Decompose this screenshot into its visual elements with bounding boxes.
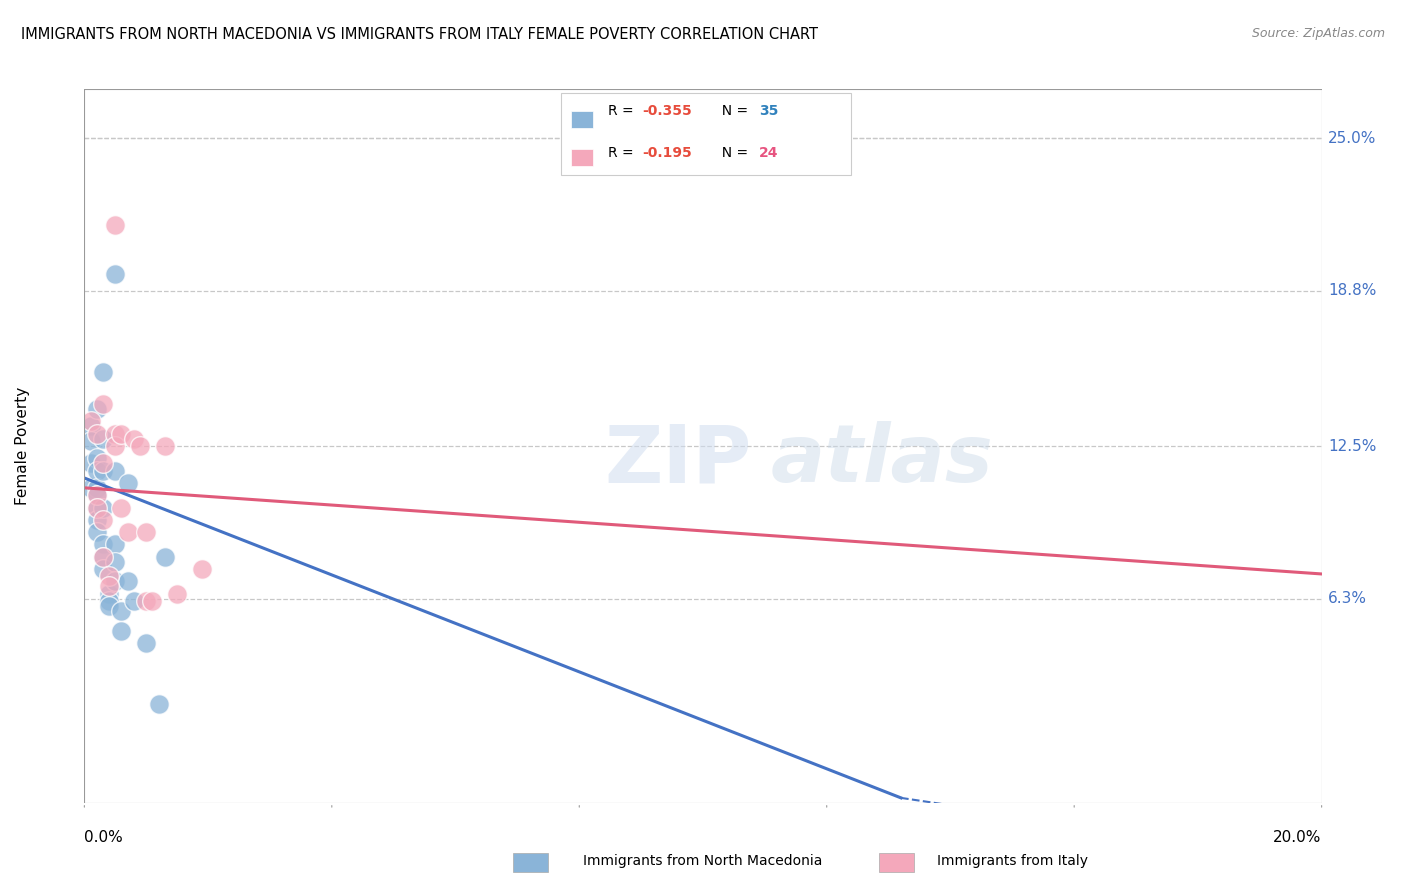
Text: 18.8%: 18.8% [1327, 284, 1376, 299]
Point [110, 426, 132, 441]
Text: N =: N = [713, 103, 752, 118]
Point [117, 525, 139, 540]
Point [86, 426, 108, 441]
Point [153, 549, 176, 564]
Point [98, 579, 121, 593]
Text: N =: N = [713, 146, 752, 161]
Point [91, 500, 114, 515]
Text: 20.0%: 20.0% [1274, 830, 1322, 845]
Point [191, 562, 214, 576]
Point [110, 604, 132, 618]
Point [86, 402, 108, 417]
Text: Immigrants from North Macedonia: Immigrants from North Macedonia [583, 854, 823, 868]
Point [91, 537, 114, 551]
Point [79, 456, 101, 470]
Point [110, 500, 132, 515]
Point [104, 218, 127, 232]
Point [110, 624, 132, 638]
Point [122, 432, 145, 446]
Point [91, 549, 114, 564]
Text: 25.0%: 25.0% [1327, 131, 1376, 146]
Point [86, 451, 108, 466]
Point [104, 574, 127, 589]
Point [79, 481, 101, 495]
Text: 24: 24 [759, 146, 778, 161]
Text: Immigrants from Italy: Immigrants from Italy [936, 854, 1088, 868]
Text: Source: ZipAtlas.com: Source: ZipAtlas.com [1251, 27, 1385, 40]
Point [91, 397, 114, 411]
Point [91, 464, 114, 478]
Text: -0.195: -0.195 [643, 146, 692, 161]
Point [79, 434, 101, 448]
Point [98, 599, 121, 613]
Point [104, 537, 127, 551]
Text: 12.5%: 12.5% [1327, 439, 1376, 453]
Point [135, 525, 157, 540]
Text: ZIP: ZIP [605, 421, 751, 500]
Point [104, 426, 127, 441]
Point [91, 456, 114, 470]
Bar [571, 111, 593, 128]
Point [86, 464, 108, 478]
Text: Female Poverty: Female Poverty [15, 387, 30, 505]
Point [129, 439, 152, 453]
Point [117, 574, 139, 589]
Point [86, 500, 108, 515]
Point [117, 475, 139, 490]
Point [153, 439, 176, 453]
Point [91, 513, 114, 527]
Point [86, 488, 108, 502]
Point [98, 569, 121, 583]
Point [86, 481, 108, 495]
Text: R =: R = [607, 103, 638, 118]
Point [86, 513, 108, 527]
Point [86, 488, 108, 502]
Text: 0.0%: 0.0% [84, 830, 124, 845]
Point [98, 587, 121, 601]
Polygon shape [561, 93, 852, 175]
Text: R =: R = [607, 146, 638, 161]
Point [91, 549, 114, 564]
Point [98, 594, 121, 608]
Point [79, 419, 101, 434]
Point [86, 525, 108, 540]
Point [148, 698, 170, 712]
Text: 35: 35 [759, 103, 778, 118]
Text: 6.3%: 6.3% [1327, 591, 1367, 606]
Point [91, 562, 114, 576]
Text: atlas: atlas [770, 421, 994, 500]
Point [91, 432, 114, 446]
Point [135, 636, 157, 650]
Point [104, 267, 127, 281]
Text: IMMIGRANTS FROM NORTH MACEDONIA VS IMMIGRANTS FROM ITALY FEMALE POVERTY CORRELAT: IMMIGRANTS FROM NORTH MACEDONIA VS IMMIG… [21, 27, 818, 42]
Point [79, 414, 101, 428]
Point [104, 555, 127, 569]
Point [86, 500, 108, 515]
Point [104, 464, 127, 478]
Point [91, 365, 114, 379]
Point [166, 587, 188, 601]
Point [122, 594, 145, 608]
Point [141, 594, 163, 608]
Point [135, 594, 157, 608]
Text: -0.355: -0.355 [643, 103, 692, 118]
Bar [571, 149, 593, 166]
Point [104, 439, 127, 453]
